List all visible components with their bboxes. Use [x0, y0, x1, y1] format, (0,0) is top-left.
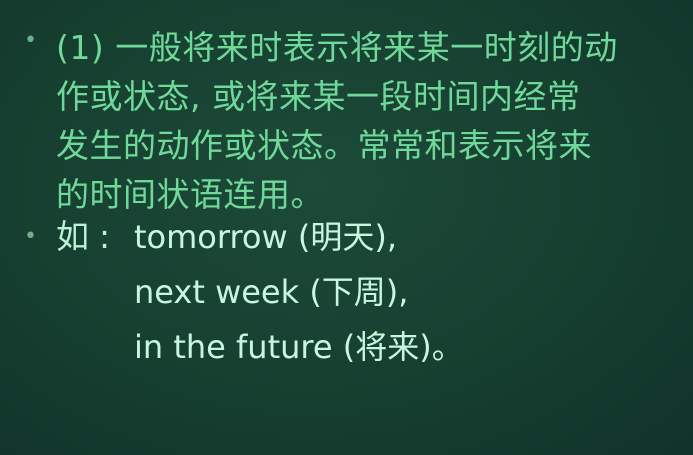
paragraph-line: 作或状态, 或将来某一段时间内经常 [56, 77, 581, 116]
example-colon: : [99, 217, 111, 256]
paragraph-line: 的时间状语连用。 [56, 175, 324, 214]
bullet-dot: • [24, 28, 37, 53]
example-lead-word: 如 [56, 217, 89, 256]
example-lead: 如: [56, 217, 124, 257]
example-item: next week (下周), [134, 273, 409, 311]
example-item: in the future (将来)。 [134, 328, 464, 366]
paragraph-line: 发生的动作或状态。常常和表示将来 [56, 126, 592, 165]
bullet-dot: • [24, 224, 37, 249]
example-item: tomorrow (明天), [134, 218, 397, 256]
paragraph-line: (1) 一般将来时表示将来某一时刻的动 [56, 28, 618, 67]
definition-paragraph: (1) 一般将来时表示将来某一时刻的动 作或状态, 或将来某一段时间内经常 发生… [56, 23, 676, 219]
